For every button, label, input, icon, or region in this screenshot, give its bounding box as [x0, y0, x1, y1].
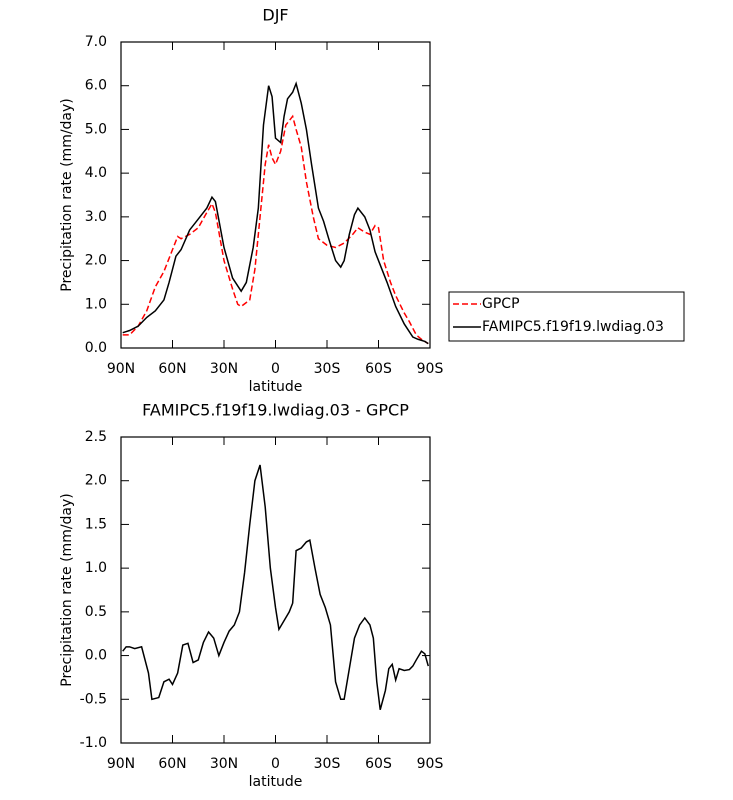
x-tick-label: 60N	[158, 361, 186, 377]
plot-frame	[120, 41, 431, 349]
x-tick-label: 0	[271, 756, 280, 772]
y-tick-label: 2.0	[85, 253, 107, 269]
y-tick-label: 2.0	[85, 473, 107, 489]
y-tick-label: 4.0	[85, 165, 107, 181]
x-tick-label: 90N	[107, 756, 135, 772]
y-tick-label: 5.0	[85, 121, 107, 137]
y-tick-label: 1.0	[85, 296, 107, 312]
x-axis-label: latitude	[249, 379, 303, 395]
plot-frame	[120, 436, 431, 744]
x-tick-label: 60N	[158, 756, 186, 772]
y-axis-label: Precipitation rate (mm/day)	[59, 493, 75, 687]
chart-title: FAMIPC5.f19f19.lwdiag.03 - GPCP	[142, 401, 409, 420]
data-line	[122, 464, 430, 710]
x-tick-label: 60S	[365, 756, 392, 772]
legend-box	[448, 291, 685, 342]
x-tick-label: 30N	[210, 361, 238, 377]
x-tick-label: 30N	[210, 756, 238, 772]
y-tick-label: -1.0	[80, 735, 107, 751]
y-tick-label: -0.5	[80, 691, 107, 707]
y-tick-label: 6.0	[85, 78, 107, 94]
x-tick-label: 60S	[365, 361, 392, 377]
y-tick-label: 7.0	[85, 34, 107, 50]
x-tick-label: 0	[271, 361, 280, 377]
y-tick-label: 1.5	[85, 516, 107, 532]
x-tick-label: 90S	[417, 756, 444, 772]
y-tick-label: 0.0	[85, 648, 107, 664]
y-tick-label: 0.0	[85, 340, 107, 356]
data-line	[122, 81, 429, 345]
y-tick-label: 1.0	[85, 560, 107, 576]
data-line	[122, 114, 429, 345]
x-axis-label: latitude	[249, 774, 303, 790]
x-tick-label: 30S	[314, 361, 341, 377]
y-tick-label: 0.5	[85, 604, 107, 620]
y-axis-label: Precipitation rate (mm/day)	[59, 98, 75, 292]
chart-title: DJF	[262, 6, 288, 25]
legend-label: FAMIPC5.f19f19.lwdiag.03	[482, 319, 664, 335]
x-tick-label: 90S	[417, 361, 444, 377]
y-tick-label: 2.5	[85, 429, 107, 445]
legend-label: GPCP	[482, 296, 520, 312]
x-tick-label: 90N	[107, 361, 135, 377]
x-tick-label: 30S	[314, 756, 341, 772]
y-tick-label: 3.0	[85, 209, 107, 225]
